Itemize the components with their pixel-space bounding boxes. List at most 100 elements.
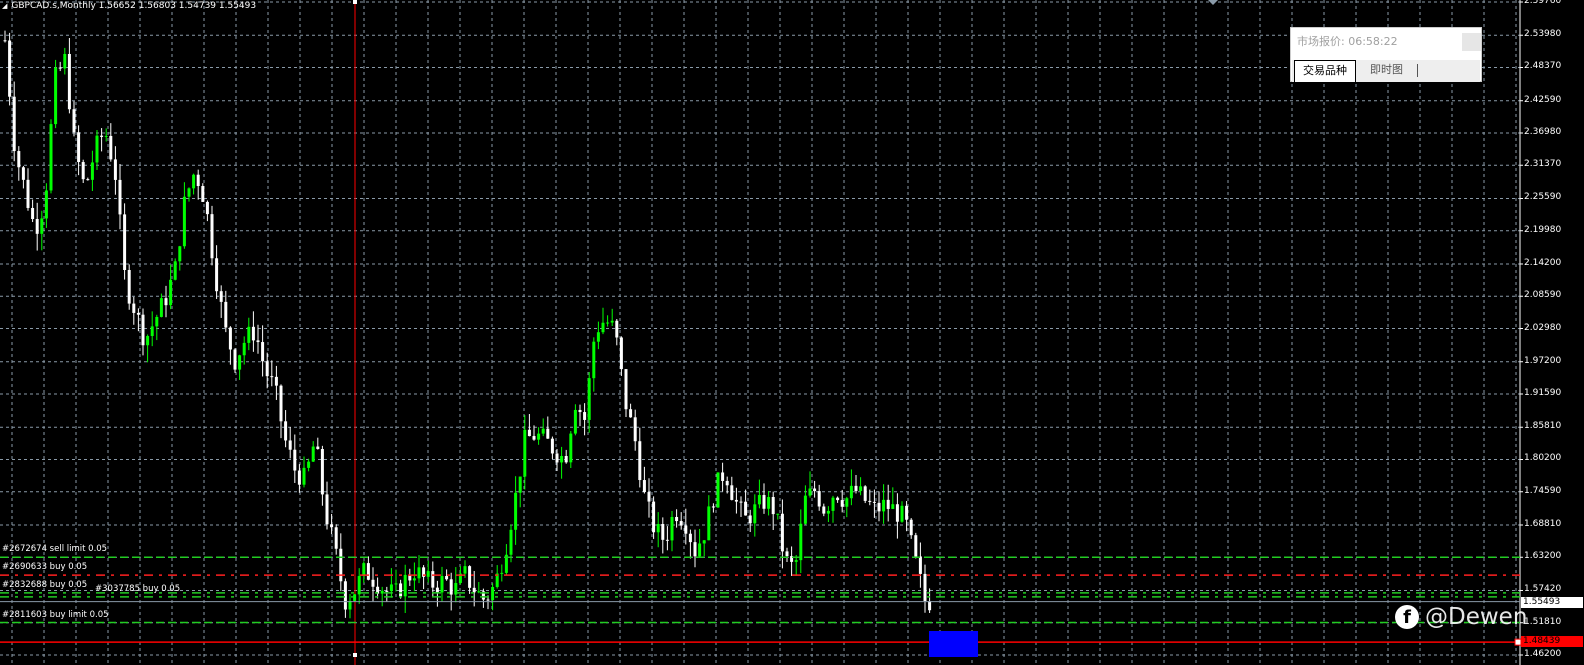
candle-body — [376, 586, 380, 594]
candle-body — [532, 436, 536, 440]
candle-body — [302, 467, 306, 485]
vertical-line-handle — [353, 0, 357, 4]
candle-body — [537, 433, 541, 440]
candle-body — [81, 162, 85, 180]
candle-body — [583, 412, 587, 420]
candle-body — [201, 186, 205, 202]
candle-body — [90, 162, 94, 180]
candle-body — [564, 455, 568, 463]
market-watch-window[interactable]: 市场报价: 06:58:22 交易品种 即时图 — [1290, 27, 1482, 82]
candle-body — [58, 67, 62, 69]
candle-body — [886, 499, 890, 509]
candle-body — [790, 556, 794, 562]
candle-body — [265, 361, 269, 377]
candle-body — [670, 516, 674, 541]
tab-symbols[interactable]: 交易品种 — [1294, 60, 1356, 82]
order-label[interactable]: #2690633 buy 0.05 — [2, 562, 88, 573]
candle-body — [675, 516, 679, 522]
candle-body — [192, 174, 196, 189]
order-label[interactable]: #2672674 sell limit 0.05 — [2, 544, 108, 555]
dropdown-triangle-icon[interactable]: ◢ — [2, 2, 8, 10]
candle-body — [546, 428, 550, 439]
tab-tick-chart[interactable]: 即时图 — [1370, 63, 1403, 76]
candle-body — [578, 409, 582, 413]
candle-body — [587, 378, 591, 420]
candle-body — [753, 504, 757, 524]
candle-body — [284, 421, 288, 441]
candle-body — [840, 500, 844, 507]
candle-body — [458, 573, 462, 583]
current-price-badge: 1.55493 — [1521, 597, 1583, 608]
candle-body — [527, 429, 531, 437]
candle-body — [357, 576, 361, 595]
chart-shift-marker-icon — [1208, 0, 1218, 5]
axis-label: 2.14200 — [1524, 257, 1562, 268]
candle-body — [136, 312, 140, 315]
vertical-line-handle — [353, 653, 357, 657]
candle-body — [238, 355, 242, 370]
candle-body — [615, 320, 619, 338]
candle-body — [307, 461, 311, 468]
candle-body — [725, 480, 729, 486]
candle-body — [702, 540, 706, 544]
axis-label: 1.68810 — [1524, 518, 1562, 529]
candle-body — [431, 571, 435, 588]
candle-body — [836, 497, 840, 501]
candle-body — [688, 533, 692, 543]
candle-body — [711, 506, 715, 508]
candle-body — [408, 574, 412, 581]
candle-body — [353, 594, 357, 601]
candle-body — [44, 190, 48, 219]
candle-body — [113, 159, 117, 180]
axis-label: 2.59760 — [1524, 0, 1562, 6]
candle-body — [330, 524, 334, 528]
candle-body — [767, 497, 771, 509]
candle-body — [872, 501, 876, 503]
candle-body — [665, 539, 669, 541]
candle-body — [849, 485, 853, 499]
watermark-text: @Dewen — [1425, 604, 1528, 630]
alert-price-badge: 1.48439 — [1521, 636, 1583, 647]
candle-body — [399, 583, 403, 597]
candle-body — [311, 446, 315, 462]
candle-body — [799, 523, 803, 561]
candle-body — [274, 376, 278, 386]
candle-body — [445, 576, 449, 580]
candle-body — [684, 525, 688, 534]
candle-body — [504, 554, 508, 573]
order-label[interactable]: #2811603 buy limit 0.05 — [2, 609, 109, 620]
candle-body — [693, 542, 697, 557]
candle-body — [21, 167, 25, 180]
candle-body — [638, 441, 642, 481]
candle-body — [624, 369, 628, 410]
candle-body — [118, 179, 122, 215]
candle-body — [661, 524, 665, 540]
close-button[interactable] — [1462, 33, 1481, 51]
candle-body — [905, 505, 909, 520]
candle-body — [417, 567, 421, 579]
candle-body — [178, 246, 182, 262]
candle-body — [895, 504, 899, 522]
candle-body — [468, 566, 472, 588]
axis-label: 1.80200 — [1524, 453, 1562, 464]
candle-body — [261, 342, 265, 362]
candle-body — [592, 341, 596, 379]
candle-body — [297, 470, 301, 485]
candle-body — [601, 322, 605, 333]
order-label[interactable]: #2832688 buy 0.05 — [2, 579, 88, 590]
candle-body — [17, 151, 21, 168]
candle-body — [435, 587, 439, 593]
candle-body — [877, 502, 881, 512]
candle-body — [182, 196, 186, 247]
candle-body — [86, 179, 90, 181]
candle-body — [794, 560, 798, 562]
candle-body — [224, 301, 228, 328]
tab-separator — [1417, 64, 1418, 77]
order-label[interactable]: #3037785 buy 0.05 — [95, 583, 181, 594]
candle-body — [77, 132, 81, 163]
candle-body — [716, 472, 720, 508]
candle-body — [215, 258, 219, 292]
candle-body — [35, 219, 39, 234]
candle-body — [247, 326, 251, 343]
